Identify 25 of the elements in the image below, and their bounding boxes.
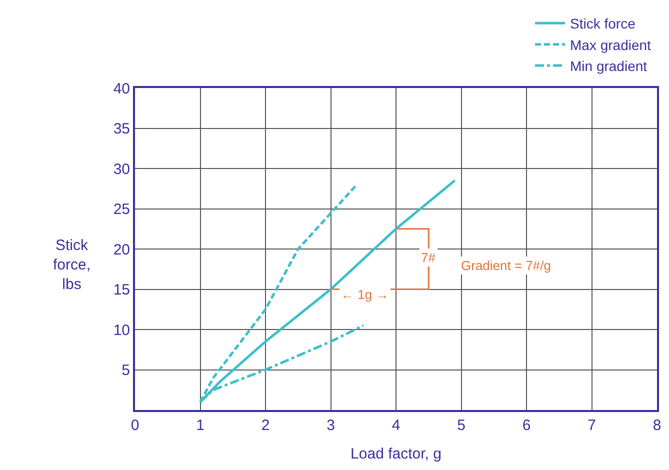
y-tick-label: 15 <box>113 282 130 298</box>
legend-label: Stick force <box>570 16 636 32</box>
annotation: ← 1g → <box>341 287 389 302</box>
x-tick-label: 8 <box>652 417 662 434</box>
x-tick-label: 3 <box>326 417 335 434</box>
x-tick-label: 1 <box>196 417 204 434</box>
y-tick-label: 25 <box>113 201 130 218</box>
y-axis-title: Stick force, lbs <box>53 237 91 293</box>
y-tick-label: 35 <box>113 120 130 138</box>
y-tick-label: 20 <box>113 241 130 258</box>
x-axis-title: Load factor, g <box>350 446 442 462</box>
y-tick-label: 30 <box>113 160 130 178</box>
x-tick-label: 0 <box>130 417 140 434</box>
legend-label: Max gradient <box>570 36 652 53</box>
annotation: 7# <box>421 250 436 265</box>
x-tick-label: 2 <box>261 417 270 434</box>
x-tick-label: 6 <box>522 417 531 434</box>
x-tick-label: 7 <box>588 417 596 434</box>
y-tick-label: 10 <box>113 322 130 339</box>
x-tick-label: 4 <box>392 417 400 434</box>
annotation: Gradient = 7#/g <box>461 258 551 273</box>
x-tick-label: 5 <box>457 417 466 434</box>
legend-label: Min gradient <box>570 58 648 74</box>
y-tick-label: 40 <box>113 80 130 98</box>
y-tick-label: 5 <box>122 362 130 379</box>
